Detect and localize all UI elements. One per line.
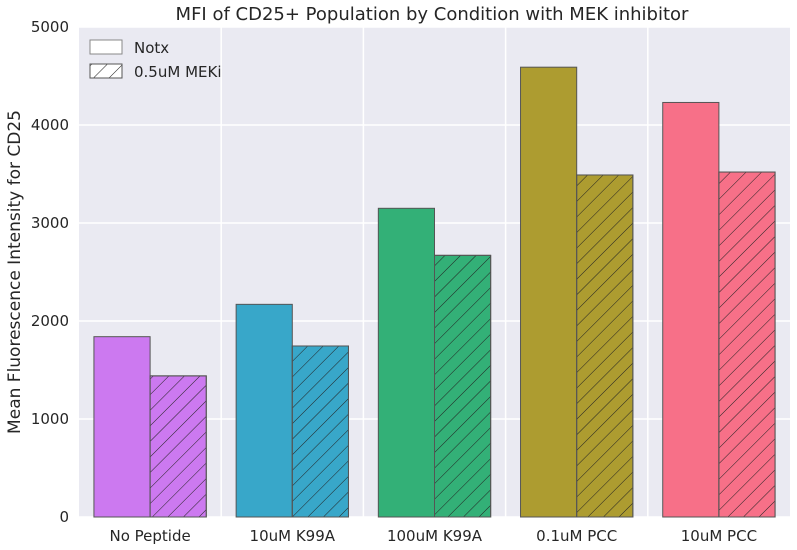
x-tick-label-2: 100uM K99A [387,527,483,545]
y-axis: 0 1000 2000 3000 4000 5000 [31,18,69,526]
x-tick-label-1: 10uM K99A [250,527,336,545]
legend-label-meki: 0.5uM MEKi [134,63,222,81]
bar-hatch-10um-pcc [718,171,776,518]
chart-title: MFI of CD25+ Population by Condition wit… [176,4,689,25]
y-tick-label-3000: 3000 [31,214,69,232]
bars [93,66,776,518]
x-axis: No Peptide 10uM K99A 100uM K99A 0.1uM PCC 10… [109,527,757,545]
bar-0-1um-pcc-notx [520,66,578,518]
bar-100um-k99a-notx [377,207,435,518]
y-tick-label-1000: 1000 [31,410,69,428]
x-tick-label-4: 10uM PCC [681,527,757,545]
bar-hatch-no-peptide [149,375,207,518]
legend-swatch-notx [89,39,123,55]
y-tick-label-5000: 5000 [31,18,69,36]
y-tick-label-0: 0 [59,508,69,526]
bar-hatch-10um-k99a [291,345,349,518]
y-tick-label-4000: 4000 [31,116,69,134]
x-tick-label-0: No Peptide [109,527,190,545]
legend-label-notx: Notx [134,39,169,57]
legend: Notx 0.5uM MEKi [89,39,222,81]
x-tick-label-3: 0.1uM PCC [536,527,617,545]
bar-10um-pcc-notx [662,101,720,518]
bar-no-peptide-notx [93,336,151,518]
y-tick-label-2000: 2000 [31,312,69,330]
y-axis-label: Mean Fluorescence Intensity for CD25 [5,110,25,434]
bar-10um-k99a-notx [235,303,293,518]
bar-hatch-100um-k99a [434,254,492,518]
legend-swatch-meki [89,63,123,79]
bar-hatch-0-1um-pcc [576,174,634,518]
